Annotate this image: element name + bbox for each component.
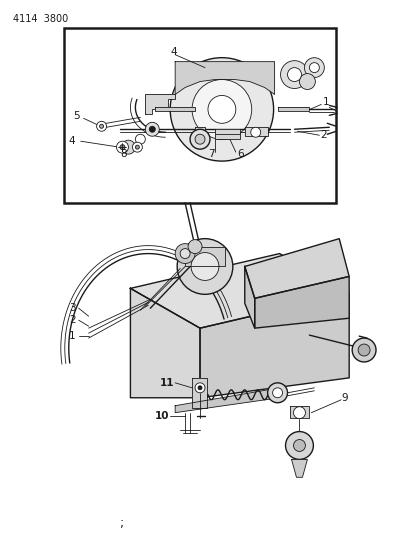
Text: 4: 4	[170, 47, 177, 56]
Circle shape	[177, 239, 233, 294]
Circle shape	[198, 386, 202, 390]
Circle shape	[273, 388, 283, 398]
Polygon shape	[291, 459, 307, 478]
Circle shape	[192, 79, 252, 139]
Circle shape	[299, 74, 315, 90]
Circle shape	[191, 253, 219, 280]
Circle shape	[288, 68, 302, 82]
Circle shape	[208, 95, 236, 123]
Circle shape	[286, 432, 313, 459]
Polygon shape	[200, 293, 349, 398]
Circle shape	[195, 134, 205, 144]
Polygon shape	[131, 288, 200, 398]
Circle shape	[170, 58, 274, 161]
Circle shape	[309, 63, 319, 72]
Circle shape	[117, 141, 129, 153]
Circle shape	[145, 122, 159, 136]
Circle shape	[293, 440, 306, 451]
Text: 3: 3	[69, 303, 75, 313]
Text: ;: ;	[120, 517, 125, 530]
Polygon shape	[175, 388, 279, 413]
Circle shape	[293, 407, 306, 418]
Polygon shape	[185, 247, 225, 266]
Circle shape	[180, 248, 190, 259]
Circle shape	[281, 61, 308, 88]
Bar	[64, 28, 336, 203]
Polygon shape	[245, 127, 268, 136]
Circle shape	[268, 383, 288, 403]
Circle shape	[100, 124, 104, 128]
Circle shape	[135, 134, 145, 144]
Circle shape	[175, 244, 195, 263]
Text: 4: 4	[69, 136, 75, 146]
Text: 2: 2	[320, 130, 327, 140]
Polygon shape	[131, 254, 349, 328]
Text: 7: 7	[208, 149, 215, 159]
Circle shape	[188, 240, 202, 254]
Polygon shape	[155, 107, 195, 111]
Text: 4114  3800: 4114 3800	[13, 14, 68, 24]
Circle shape	[190, 130, 210, 149]
Text: 1: 1	[322, 98, 329, 108]
Text: 10: 10	[155, 410, 170, 421]
Circle shape	[135, 145, 140, 149]
Circle shape	[133, 142, 142, 152]
Polygon shape	[245, 266, 255, 328]
Polygon shape	[145, 94, 175, 115]
Text: 2: 2	[69, 315, 75, 325]
Polygon shape	[175, 62, 275, 94]
Polygon shape	[215, 130, 240, 139]
Polygon shape	[192, 378, 207, 408]
Polygon shape	[245, 239, 349, 298]
Circle shape	[120, 144, 125, 150]
Text: 8: 8	[120, 149, 127, 159]
Text: 6: 6	[237, 149, 244, 159]
Text: 11: 11	[160, 378, 175, 388]
Circle shape	[304, 58, 324, 78]
Text: 5: 5	[73, 111, 80, 122]
Polygon shape	[195, 127, 205, 134]
Circle shape	[251, 127, 261, 137]
Circle shape	[352, 338, 376, 362]
Circle shape	[149, 126, 155, 132]
Polygon shape	[290, 406, 309, 418]
Circle shape	[122, 140, 135, 154]
Text: 1: 1	[69, 331, 75, 341]
Text: 9: 9	[341, 393, 348, 403]
Circle shape	[358, 344, 370, 356]
Polygon shape	[277, 107, 309, 111]
Circle shape	[97, 122, 106, 131]
Circle shape	[195, 383, 205, 393]
Polygon shape	[255, 277, 349, 328]
